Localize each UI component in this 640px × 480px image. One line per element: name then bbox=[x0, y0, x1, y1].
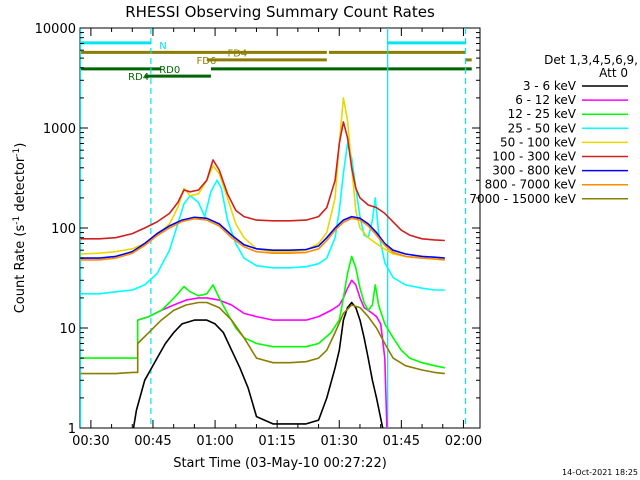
series-line bbox=[80, 142, 445, 295]
y-axis-title-end: ) bbox=[13, 143, 28, 148]
x-tick-label: 01:00 bbox=[196, 434, 233, 449]
legend-label: 25 - 50 keV bbox=[508, 121, 577, 135]
x-axis-title: Start Time (03-May-10 00:27:22) bbox=[173, 456, 387, 471]
legend-label: 100 - 300 keV bbox=[492, 150, 576, 164]
y-tick-label: 1 bbox=[68, 422, 76, 437]
legend-label: 7000 - 15000 keV bbox=[469, 192, 576, 206]
legend-title-line1: Det 1,3,4,5,6,9, bbox=[544, 53, 638, 67]
x-tick-label: 01:15 bbox=[258, 434, 295, 449]
legend-title-line2: Att 0 bbox=[599, 66, 628, 80]
x-tick-label: 00:45 bbox=[134, 434, 171, 449]
y-tick-label: 1000 bbox=[43, 122, 76, 137]
y-tick-label: 10 bbox=[59, 322, 76, 337]
y-axis-title-sup2: -1 bbox=[12, 148, 22, 157]
footer-timestamp: 14-Oct-2021 18:25 bbox=[562, 468, 638, 477]
legend-label: 12 - 25 keV bbox=[508, 107, 577, 121]
flag-label-fd6: FD6 bbox=[196, 56, 216, 67]
flag-label-rd0: RD0 bbox=[159, 65, 180, 76]
x-tick-label: 01:30 bbox=[321, 434, 358, 449]
series-line bbox=[80, 121, 445, 242]
series-lines bbox=[80, 97, 445, 429]
x-tick-label: 02:00 bbox=[445, 434, 482, 449]
flag-label-n: N bbox=[159, 41, 166, 52]
series-line bbox=[132, 301, 384, 429]
x-tick-label: 01:45 bbox=[383, 434, 420, 449]
x-axis-ticks: 00:30 00:45 01:00 01:15 01:30 01:45 02:00 bbox=[72, 28, 482, 449]
y-tick-label: 100 bbox=[51, 222, 76, 237]
legend-label: 3 - 6 keV bbox=[523, 79, 577, 93]
y-axis-title-sup1: -1 bbox=[12, 216, 22, 225]
legend-label: 800 - 7000 keV bbox=[485, 178, 577, 192]
legend-label: 50 - 100 keV bbox=[500, 135, 577, 149]
series-line bbox=[80, 301, 445, 375]
legend-label: 6 - 12 keV bbox=[515, 93, 577, 107]
y-axis-title-main: Count Rate (s bbox=[13, 225, 28, 314]
series-line bbox=[80, 215, 445, 259]
flag-label-fd4: FD4 bbox=[227, 48, 247, 59]
x-tick-label: 00:30 bbox=[72, 434, 109, 449]
chart-title: RHESSI Observing Summary Count Rates bbox=[125, 3, 435, 21]
flag-label-rd4: RD4 bbox=[128, 72, 149, 83]
series-line bbox=[137, 279, 388, 429]
plot-frame bbox=[79, 27, 481, 429]
series-line bbox=[80, 217, 445, 261]
series-line bbox=[80, 255, 445, 369]
y-axis-title: Count Rate (s-1 detector-1) bbox=[12, 143, 28, 314]
y-axis-ticks: 1 10 100 1000 10000 bbox=[35, 22, 480, 437]
legend-label: 300 - 800 keV bbox=[492, 164, 576, 178]
y-axis-title-mid: detector bbox=[13, 156, 28, 216]
series-line bbox=[80, 97, 445, 261]
y-tick-label: 10000 bbox=[35, 22, 76, 37]
flag-bars: N FD4 FD6 RD0 RD4 bbox=[80, 41, 472, 83]
vertical-markers bbox=[79, 28, 467, 428]
